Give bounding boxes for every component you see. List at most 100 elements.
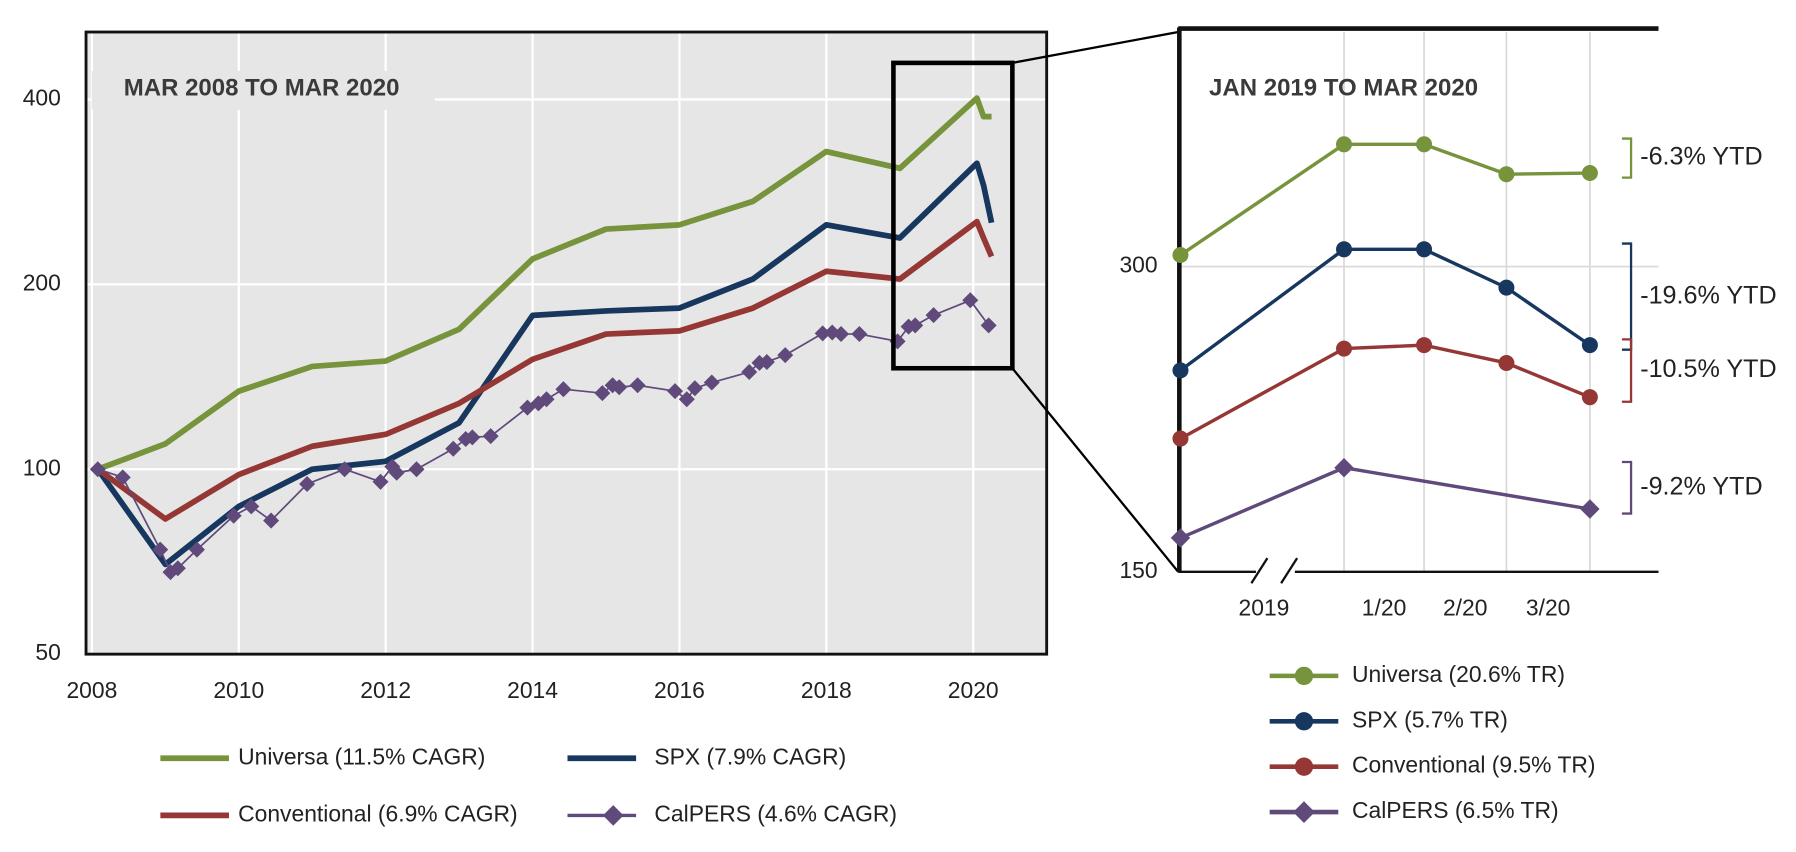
point	[758, 353, 775, 370]
point	[777, 347, 794, 364]
chart-title: JAN 2019 TO MAR 2020	[1209, 75, 1478, 102]
left-lines	[89, 95, 997, 581]
point	[114, 469, 131, 486]
y-tick-label: 100	[23, 454, 61, 480]
point	[833, 326, 850, 343]
zoom-connector	[1012, 30, 1179, 65]
series-line	[96, 95, 992, 472]
annotation: -19.6% YTD	[1640, 281, 1776, 309]
y-tick-label: 300	[1119, 252, 1157, 278]
point	[243, 498, 260, 515]
point	[1498, 354, 1515, 372]
title-box	[91, 70, 435, 110]
point	[907, 317, 924, 334]
legend-label: Conventional (6.9% CAGR)	[238, 800, 518, 826]
x-tick-label: 2010	[213, 677, 264, 703]
zoom-connector	[1011, 367, 1180, 573]
point	[1336, 241, 1353, 258]
annotation: -6.3% YTD	[1640, 143, 1763, 171]
point	[686, 380, 703, 397]
point	[372, 473, 389, 490]
point	[408, 461, 425, 478]
point	[678, 391, 695, 408]
point	[1416, 337, 1433, 354]
point	[1581, 389, 1598, 406]
bracket	[1621, 137, 1633, 179]
point	[611, 379, 628, 396]
legend-label: SPX (7.9% CAGR)	[654, 743, 846, 769]
point	[1416, 136, 1433, 153]
point	[1336, 136, 1353, 153]
point	[962, 292, 979, 309]
legend-label: CalPERS (6.5% TR)	[1352, 797, 1559, 823]
point	[1498, 279, 1515, 296]
bracket	[1621, 338, 1633, 403]
legend-label: SPX (5.7% TR)	[1352, 706, 1508, 732]
right-grid	[1179, 32, 1659, 572]
y-tick-label: 150	[1119, 557, 1157, 583]
series-line	[1179, 142, 1590, 257]
series-line	[95, 160, 995, 568]
series-line	[1179, 343, 1591, 441]
point	[594, 385, 611, 402]
point	[225, 507, 242, 524]
point	[538, 391, 555, 408]
x-tick-label: 2019	[1239, 595, 1290, 621]
plot-border	[84, 30, 1049, 656]
point	[667, 383, 684, 400]
point	[741, 363, 758, 380]
x-tick-label: 2014	[507, 677, 558, 703]
point	[188, 541, 205, 558]
y-tick-label: 400	[23, 84, 61, 110]
point	[1416, 241, 1433, 258]
point	[1334, 457, 1354, 478]
point	[336, 461, 353, 478]
annotation: -9.2% YTD	[1640, 472, 1763, 500]
series-line	[96, 218, 995, 522]
legend-label: CalPERS (4.6% CAGR)	[654, 800, 897, 826]
bracket	[1621, 460, 1633, 515]
point	[1336, 340, 1353, 357]
series-line	[1179, 466, 1591, 540]
point	[1294, 712, 1314, 731]
point	[1498, 166, 1515, 183]
y-tick-label: 50	[35, 639, 60, 665]
point	[464, 429, 481, 446]
point	[152, 541, 169, 558]
point	[1172, 362, 1189, 379]
series-line	[1179, 247, 1591, 372]
point	[1581, 165, 1598, 182]
legend-marker	[602, 805, 624, 826]
x-tick-label: 3/20	[1526, 595, 1571, 621]
x-tick-label: 2018	[801, 677, 852, 703]
x-tick-label: 2/20	[1443, 595, 1488, 621]
point	[388, 464, 405, 481]
point	[703, 374, 720, 391]
point	[1580, 499, 1600, 519]
point	[629, 377, 646, 394]
point	[263, 512, 280, 529]
point	[169, 560, 186, 577]
point	[89, 461, 106, 478]
point	[1172, 246, 1189, 263]
x-tick-label: 1/20	[1362, 595, 1407, 621]
break-mark	[1280, 557, 1299, 584]
point	[851, 326, 868, 343]
legend-label: Universa (20.6% TR)	[1352, 661, 1565, 687]
plot-background	[86, 32, 1047, 655]
x-tick-label: 2008	[66, 677, 117, 703]
point	[1170, 528, 1191, 548]
point	[555, 381, 572, 398]
zoom-box	[891, 60, 1015, 371]
point	[1172, 430, 1189, 447]
chart-title: MAR 2008 TO MAR 2020	[124, 75, 400, 102]
x-tick-label: 2012	[360, 677, 411, 703]
right-lines	[1170, 136, 1600, 548]
legend-label: Universa (11.5% CAGR)	[238, 743, 485, 769]
point	[1294, 757, 1314, 776]
point	[925, 307, 942, 324]
point	[814, 325, 831, 342]
point	[299, 476, 316, 493]
